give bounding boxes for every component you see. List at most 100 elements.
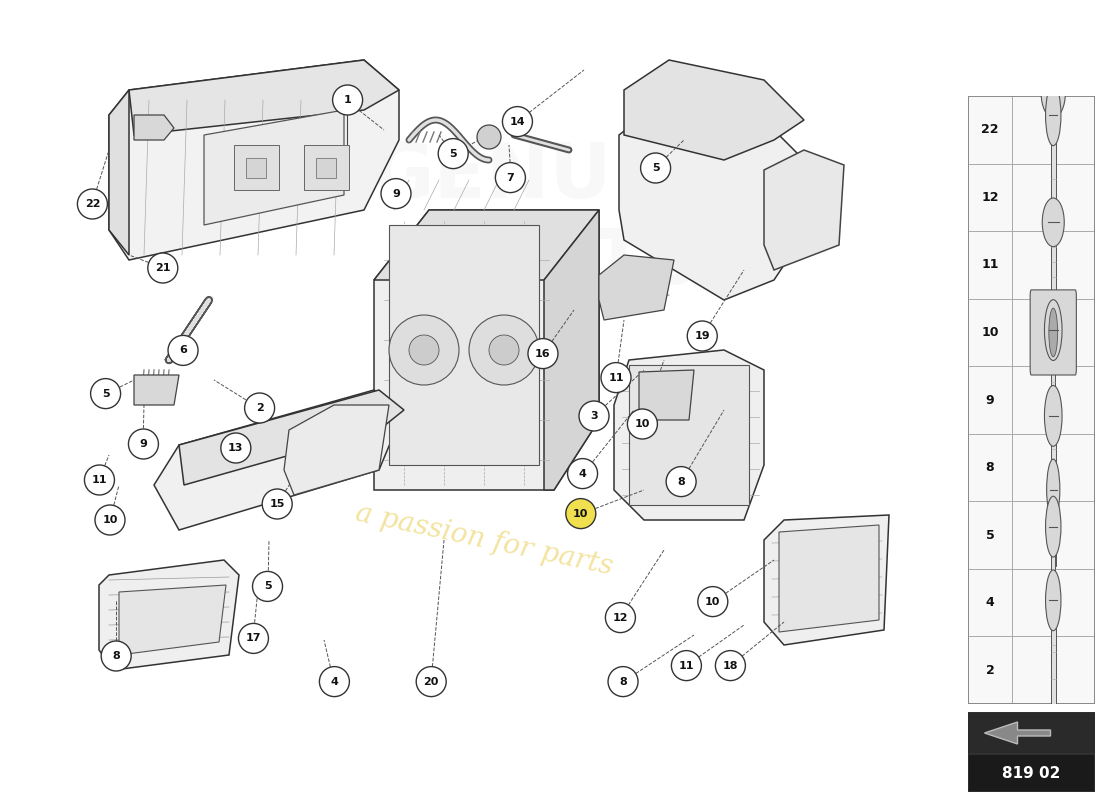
Circle shape [608,666,638,697]
Circle shape [495,162,526,193]
Ellipse shape [1043,198,1065,246]
Text: a passion for parts: a passion for parts [353,499,615,581]
FancyBboxPatch shape [966,712,1097,754]
Circle shape [565,498,596,529]
Polygon shape [374,210,600,280]
Text: 20: 20 [424,677,439,686]
Ellipse shape [1045,85,1060,146]
Circle shape [319,666,350,697]
Polygon shape [639,370,694,420]
Polygon shape [204,110,344,225]
Ellipse shape [1045,386,1062,446]
Text: 2: 2 [986,664,994,677]
Circle shape [416,666,447,697]
Polygon shape [389,225,539,465]
Circle shape [477,125,500,149]
Circle shape [90,378,121,409]
Circle shape [389,315,459,385]
Circle shape [147,253,178,283]
Circle shape [671,650,702,681]
Text: 12: 12 [613,613,628,622]
Ellipse shape [1045,300,1062,361]
Polygon shape [154,390,404,530]
Polygon shape [629,365,749,505]
Polygon shape [764,150,844,270]
Text: 10: 10 [635,419,650,429]
Bar [1050,431,1056,504]
FancyBboxPatch shape [968,754,1094,792]
Circle shape [1048,308,1058,357]
Polygon shape [779,525,879,632]
Polygon shape [600,255,674,320]
Circle shape [77,189,108,219]
Text: 10: 10 [981,326,999,339]
Text: 11: 11 [679,661,694,670]
Circle shape [381,178,411,209]
Circle shape [627,409,658,439]
Text: 5: 5 [986,529,994,542]
Ellipse shape [1042,69,1065,118]
Text: 11: 11 [981,258,999,271]
Polygon shape [764,515,889,645]
Circle shape [715,650,746,681]
Text: 13: 13 [228,443,243,453]
Bar [1050,615,1056,725]
Text: 18: 18 [723,661,738,670]
Text: 8: 8 [112,651,120,661]
Circle shape [168,335,198,366]
Polygon shape [544,210,600,490]
Circle shape [503,106,532,137]
Circle shape [528,338,558,369]
Bar [1050,346,1056,454]
Ellipse shape [1045,570,1060,630]
Bar [316,158,336,178]
Circle shape [688,321,717,351]
Text: 3: 3 [591,411,597,421]
Polygon shape [134,115,174,140]
Text: 7: 7 [506,173,515,182]
Bar [234,145,279,190]
Text: 17: 17 [245,634,261,643]
Circle shape [568,458,597,489]
Text: 6: 6 [179,346,187,355]
Polygon shape [284,405,389,495]
Text: 5: 5 [264,582,272,591]
Bar [1050,542,1056,663]
Circle shape [332,85,363,115]
Circle shape [85,465,114,495]
Circle shape [640,153,671,183]
Text: 22: 22 [85,199,100,209]
Text: 2: 2 [255,403,264,413]
Text: GENUINE
PARTS: GENUINE PARTS [372,140,757,300]
Circle shape [490,335,519,365]
Text: 11: 11 [91,475,107,485]
Bar [1050,106,1056,154]
Text: 16: 16 [535,349,551,358]
Text: 21: 21 [155,263,170,273]
Circle shape [221,433,251,463]
FancyBboxPatch shape [1031,290,1076,375]
Text: 1: 1 [343,95,352,105]
Text: 10: 10 [705,597,720,606]
Text: 4: 4 [330,677,339,686]
Circle shape [262,489,293,519]
Circle shape [667,466,696,497]
Text: 9: 9 [392,189,400,198]
Circle shape [605,602,636,633]
Bar [246,158,266,178]
Polygon shape [624,60,804,160]
Text: 12: 12 [981,191,999,204]
Bar [1050,505,1056,566]
Text: 5: 5 [102,389,109,398]
Polygon shape [614,350,764,520]
Text: 11: 11 [608,373,624,382]
Ellipse shape [1047,459,1059,520]
Circle shape [579,401,609,431]
Bar [1050,234,1056,295]
Text: 9: 9 [986,394,994,406]
Circle shape [244,393,275,423]
Polygon shape [374,210,600,490]
Text: 5: 5 [450,149,456,158]
Polygon shape [619,100,804,300]
Ellipse shape [1045,496,1060,557]
